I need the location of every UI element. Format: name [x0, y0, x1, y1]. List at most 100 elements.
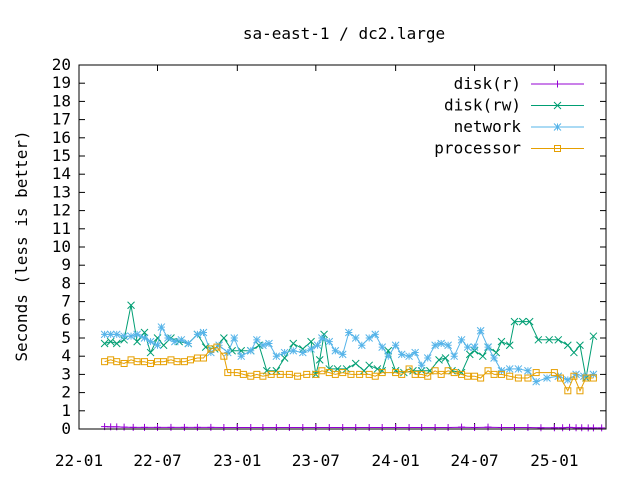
data-point	[259, 424, 267, 432]
data-point	[318, 367, 326, 375]
data-point	[285, 424, 293, 432]
data-point	[220, 352, 228, 360]
data-point	[106, 337, 115, 346]
data-point	[418, 424, 426, 432]
data-point	[478, 352, 487, 361]
data-point	[339, 369, 347, 377]
data-point	[444, 341, 452, 350]
data-point	[160, 358, 168, 366]
data-point	[312, 370, 320, 378]
data-point	[129, 423, 137, 431]
data-point	[378, 369, 386, 377]
data-point	[537, 424, 545, 432]
data-point	[505, 365, 514, 373]
data-point	[457, 335, 466, 344]
data-point	[112, 339, 121, 348]
data-point	[525, 317, 534, 326]
data-point	[411, 348, 420, 357]
data-point	[100, 330, 109, 339]
x-axis-ticks: 22-01 22-07 23-01 23-07 24-01 24-07 25-01	[55, 65, 578, 470]
data-point	[563, 376, 572, 384]
data-point	[140, 334, 149, 342]
data-point	[553, 123, 562, 131]
x-tick-label: 24-07	[450, 451, 498, 470]
data-point	[572, 370, 580, 379]
data-point	[371, 330, 380, 339]
data-point	[325, 424, 333, 432]
y-tick-label: 17	[52, 110, 71, 129]
data-point	[351, 359, 360, 368]
data-point	[133, 358, 141, 366]
y-tick-label: 20	[52, 55, 71, 74]
data-point	[351, 334, 360, 342]
data-point	[199, 328, 208, 337]
data-point	[431, 367, 439, 375]
y-tick-label: 14	[52, 164, 71, 183]
data-point	[259, 372, 267, 380]
data-point	[490, 354, 498, 362]
data-point	[545, 335, 554, 344]
data-point	[570, 372, 578, 380]
data-point	[497, 366, 506, 375]
data-point	[325, 337, 334, 346]
data-point	[580, 372, 588, 381]
data-point	[184, 339, 193, 348]
data-point	[553, 101, 562, 110]
data-point	[470, 346, 479, 355]
data-point	[112, 330, 121, 339]
data-point	[153, 341, 162, 350]
y-tick-label: 5	[61, 328, 71, 347]
data-point	[510, 317, 519, 326]
data-point	[289, 346, 298, 355]
legend-label: disk(r)	[454, 74, 521, 93]
data-point	[344, 328, 353, 337]
data-point	[431, 424, 439, 432]
legend: disk(r) disk(rw) network processor	[434, 74, 584, 158]
data-point	[120, 335, 128, 344]
data-point	[339, 424, 347, 432]
y-tick-label: 15	[52, 146, 71, 165]
data-point	[285, 370, 293, 378]
data-point	[497, 424, 505, 432]
data-point	[133, 330, 141, 339]
data-point	[127, 332, 135, 341]
data-point	[378, 343, 387, 351]
data-point	[556, 374, 564, 382]
data-point	[554, 335, 563, 344]
data-point	[164, 334, 172, 342]
data-point	[220, 334, 228, 342]
data-point	[405, 352, 413, 361]
data-point	[378, 424, 386, 432]
data-point	[140, 328, 149, 337]
data-point	[497, 370, 505, 378]
data-point	[490, 370, 498, 378]
data-point	[146, 337, 155, 346]
data-point	[506, 372, 514, 380]
data-point	[458, 423, 466, 431]
data-point	[532, 369, 540, 377]
data-point	[598, 424, 606, 432]
data-point	[259, 341, 267, 350]
data-point	[246, 346, 255, 355]
data-point	[315, 355, 324, 364]
data-point	[294, 372, 302, 380]
y-tick-label: 4	[61, 346, 71, 365]
data-point	[524, 424, 532, 432]
data-point	[409, 366, 417, 375]
x-tick-label: 22-01	[55, 451, 103, 470]
data-point	[417, 366, 426, 375]
legend-label: disk(rw)	[444, 96, 521, 115]
data-point	[437, 339, 446, 348]
x-tick-label: 23-01	[213, 451, 261, 470]
y-tick-label: 10	[52, 237, 71, 256]
data-point	[140, 423, 148, 431]
data-point	[424, 372, 432, 380]
data-point	[405, 365, 413, 373]
data-point	[147, 359, 155, 367]
data-point	[233, 424, 241, 432]
data-point	[532, 377, 541, 386]
data-point	[171, 337, 179, 346]
y-axis-label: Seconds (less is better)	[12, 130, 31, 361]
data-point	[224, 369, 232, 377]
